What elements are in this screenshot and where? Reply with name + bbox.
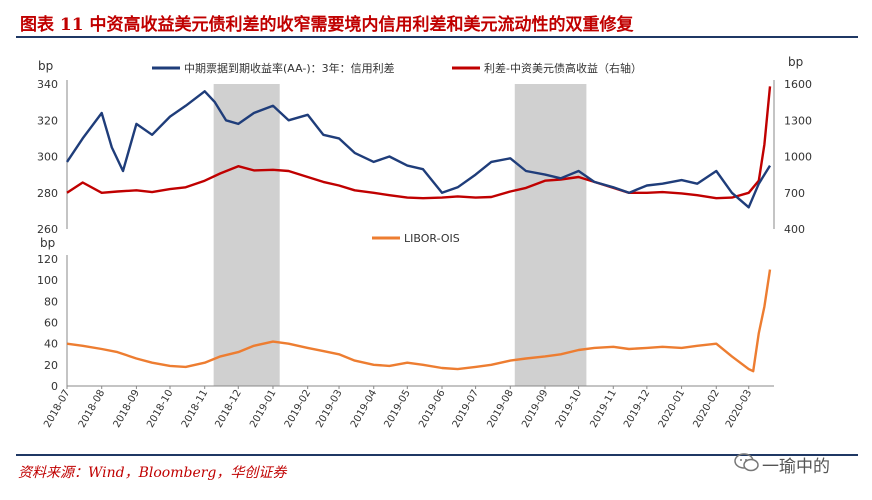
x-tick-label: 2020-01: [657, 388, 687, 430]
x-tick-label: 2019-06: [417, 388, 447, 430]
legend-label-hy: 利差-中资美元债高收益（右轴）: [484, 61, 642, 75]
series-line-mtn-credit-spread: [66, 90, 772, 209]
series-line-hy-spread: [66, 86, 772, 200]
top-right-tick-label: 1300: [784, 114, 812, 127]
bottom-tick-label: 80: [44, 295, 58, 308]
x-tick-label: 2019-08: [485, 388, 515, 430]
bottom-tick-label: 60: [44, 317, 58, 330]
x-tick-label: 2019-11: [588, 388, 618, 430]
top-left-tick-label: 340: [37, 78, 58, 91]
top-left-tick-label: 280: [37, 187, 58, 200]
bottom-tick-label: 0: [51, 380, 58, 393]
bottom-tick-label: 40: [44, 338, 58, 351]
wechat-icon: [734, 453, 759, 472]
x-tick-label: 2020-03: [724, 388, 754, 430]
top-left-tick-label: 300: [37, 151, 58, 164]
bottom-tick-label: 100: [37, 274, 58, 287]
x-tick-label: 2019-01: [248, 388, 278, 430]
figure-title: 图表 11 中资高收益美元债利差的收窄需要境内信用利差和美元流动性的双重修复: [20, 15, 634, 35]
x-tick-label: 2018-08: [77, 388, 107, 430]
shaded-period-1: [213, 84, 280, 386]
top-right-unit-label: bp: [788, 55, 803, 69]
series-line-libor-ois: [66, 269, 772, 373]
top-right-tick-label: 1000: [784, 151, 812, 164]
top-left-unit-label: bp: [38, 59, 53, 73]
top-left-tick-label: 320: [37, 114, 58, 127]
shaded-period-2: [514, 84, 587, 386]
top-right-tick-label: 700: [784, 187, 805, 200]
x-tick-label: 2018-07: [42, 388, 72, 430]
x-tick-label: 2019-09: [520, 388, 550, 430]
top-right-tick-label: 1600: [784, 78, 812, 91]
legend-label-mtn: 中期票据到期收益率(AA-)：3年：信用利差: [184, 61, 395, 75]
x-tick-label: 2019-10: [554, 388, 584, 430]
x-tick-label: 2019-12: [622, 388, 652, 430]
x-tick-label: 2019-05: [382, 388, 412, 430]
x-tick-label: 2018-09: [112, 388, 142, 430]
x-tick-label: 2018-12: [213, 388, 243, 430]
top-left-tick-label: 260: [37, 223, 58, 236]
x-tick-label: 2019-07: [451, 388, 481, 430]
x-tick-label: 2019-04: [349, 388, 379, 430]
x-tick-label: 2018-11: [180, 388, 210, 430]
title-divider: [16, 36, 858, 38]
bottom-tick-label: 120: [37, 253, 58, 266]
source-note: 资料来源：Wind，Bloomberg，华创证券: [18, 465, 287, 481]
footer-divider: [16, 454, 858, 456]
bottom-tick-label: 20: [44, 359, 58, 372]
x-tick-label: 2019-02: [283, 388, 313, 430]
top-right-tick-label: 400: [784, 223, 805, 236]
x-tick-label: 2020-02: [691, 388, 721, 430]
legend-label-libor: LIBOR-OIS: [404, 232, 460, 245]
watermark: 一瑜中的: [734, 448, 854, 482]
figure-title-bar: 图表 11 中资高收益美元债利差的收窄需要境内信用利差和美元流动性的双重修复: [16, 4, 858, 36]
x-tick-label: 2019-03: [314, 388, 344, 430]
bottom-unit-label: bp: [40, 236, 55, 250]
x-tick-label: 2018-10: [145, 388, 175, 430]
watermark-text: 一瑜中的: [762, 457, 830, 477]
